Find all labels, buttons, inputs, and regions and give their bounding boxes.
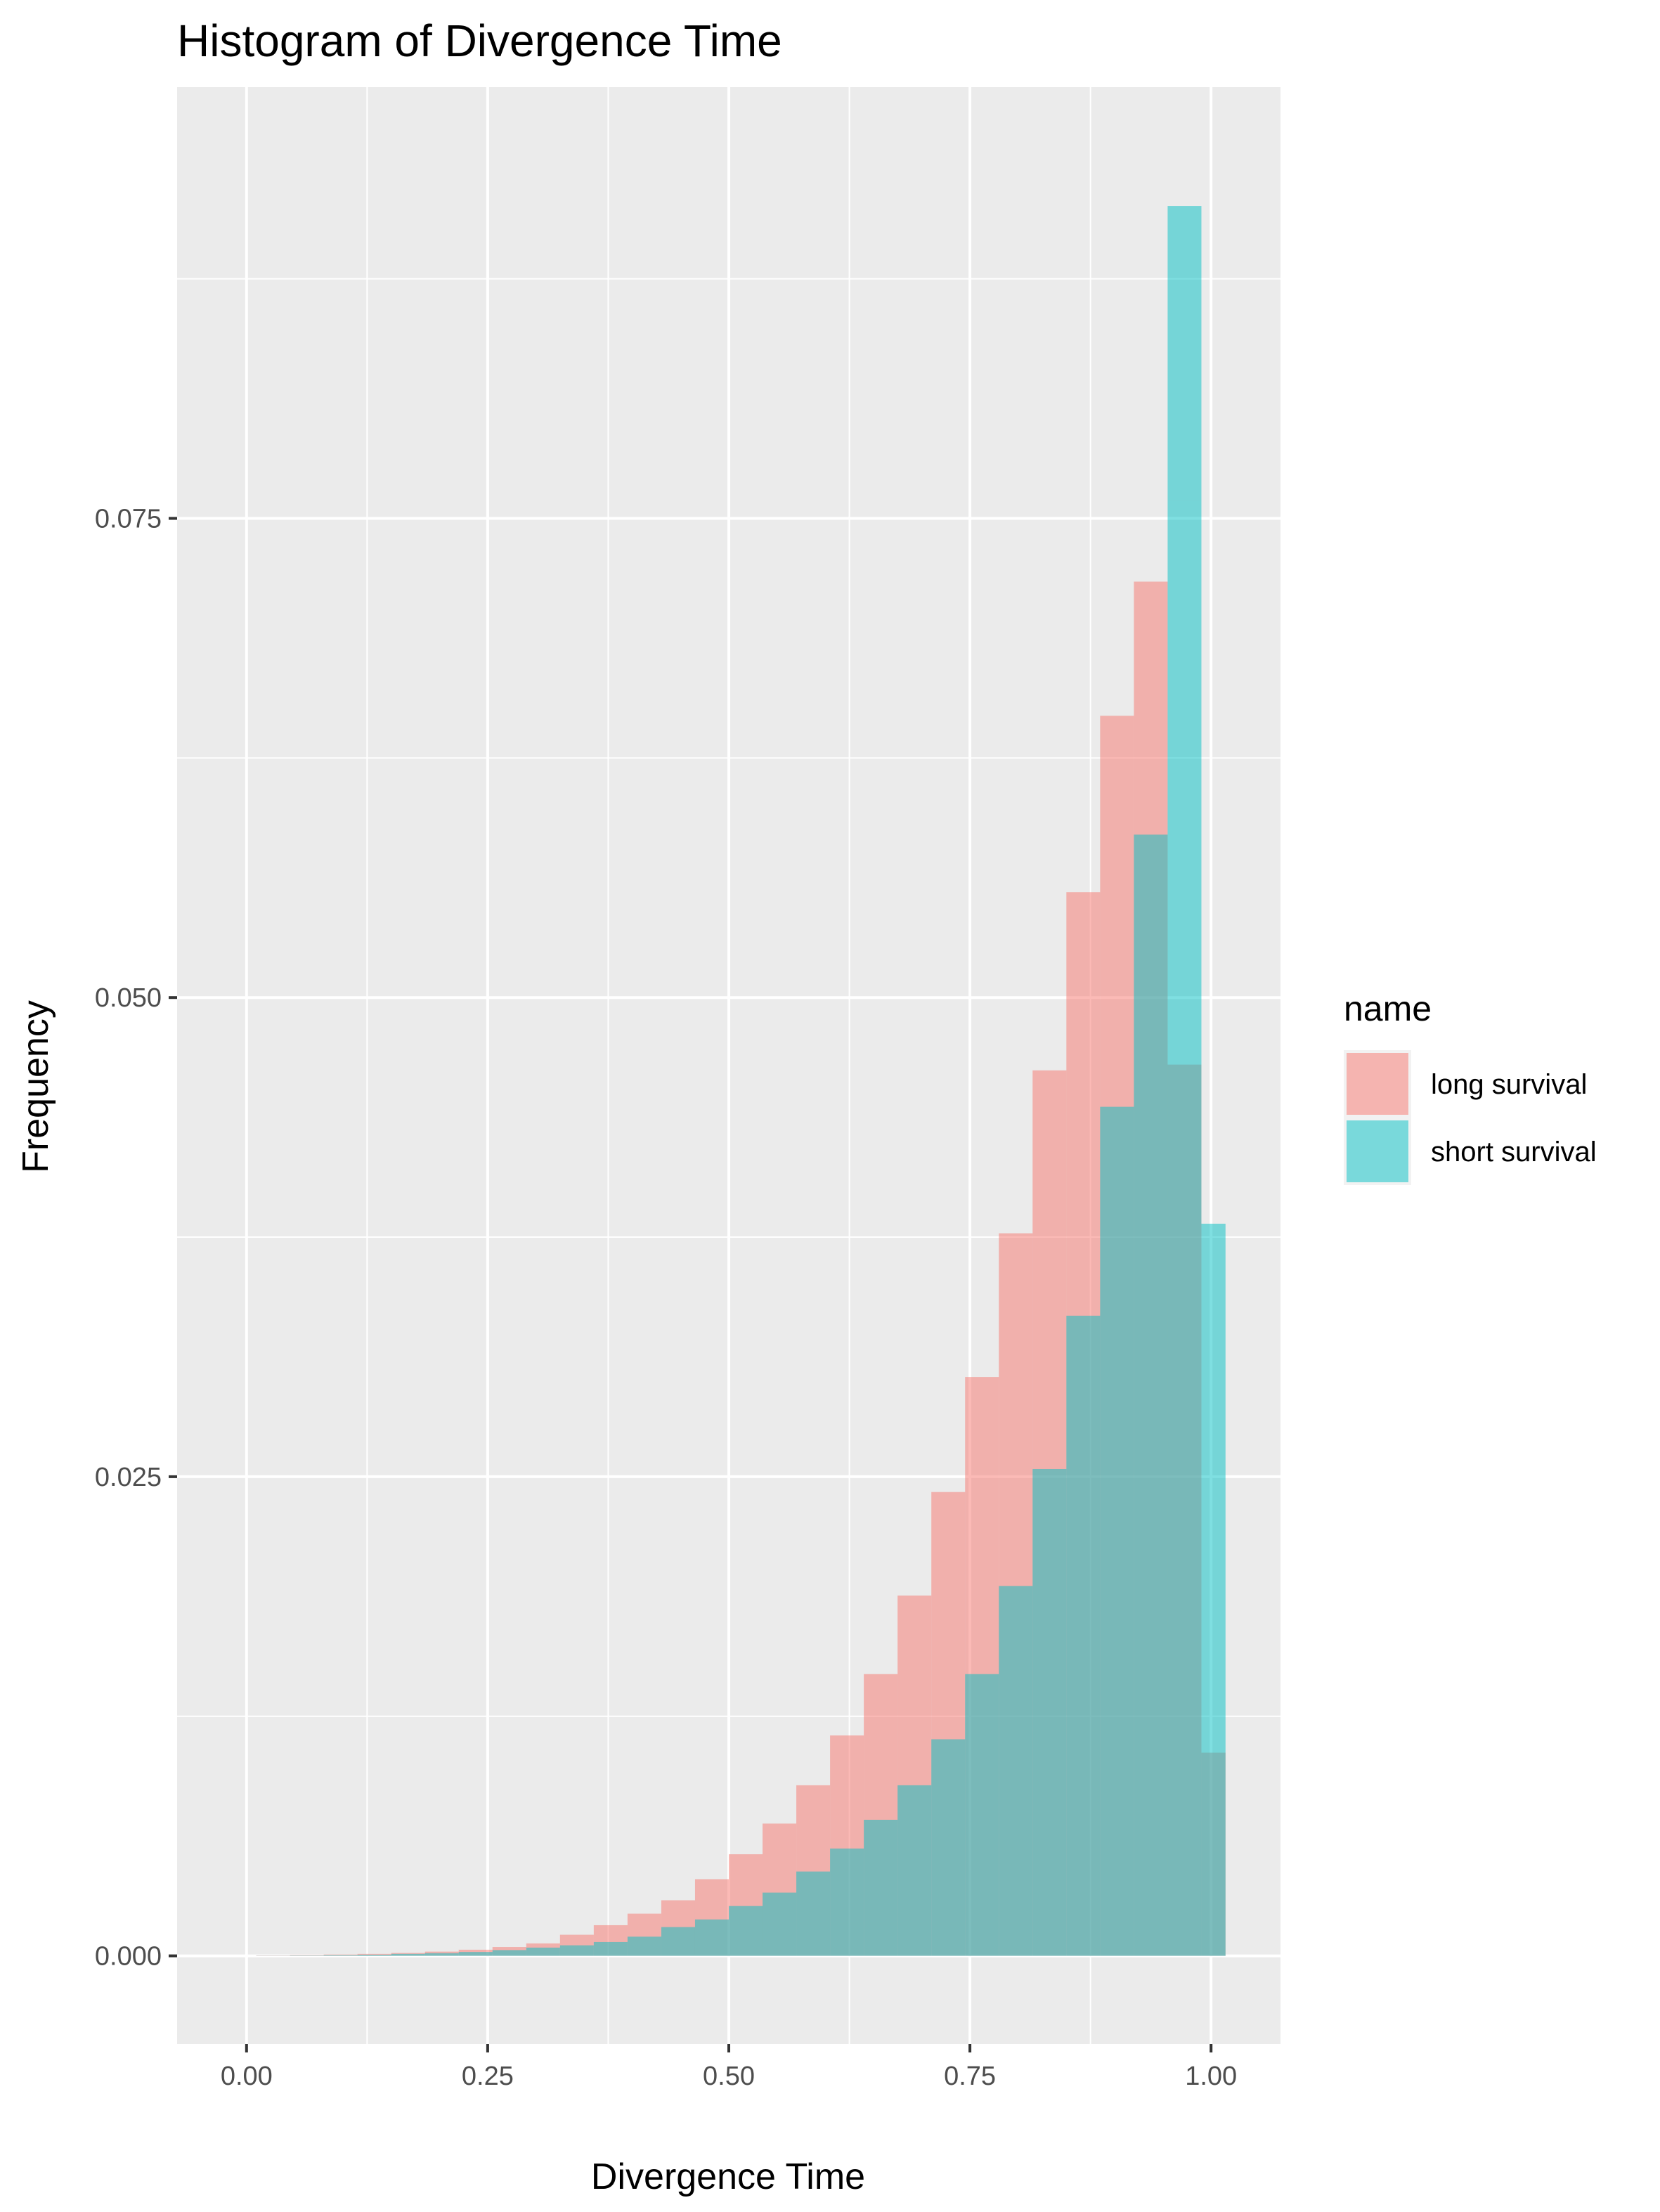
y-tick-label: 0.000 — [95, 1942, 162, 1972]
bar-short-survival — [796, 1871, 831, 1956]
bar-short-survival — [1066, 1315, 1101, 1956]
bar-short-survival — [593, 1941, 628, 1956]
y-axis-title: Frequency — [15, 1000, 56, 1173]
legend-swatch — [1347, 1120, 1408, 1182]
bar-short-survival — [424, 1953, 459, 1956]
bar-short-survival — [526, 1947, 560, 1956]
bar-short-survival — [763, 1892, 797, 1956]
legend-swatch — [1347, 1053, 1408, 1115]
x-tick-label: 0.25 — [462, 2062, 514, 2091]
histogram-bars — [256, 206, 1226, 1956]
y-tick-label: 0.025 — [95, 1463, 162, 1492]
bar-short-survival — [830, 1848, 864, 1956]
series-short-survival — [256, 500, 1226, 1956]
x-tick-label: 1.00 — [1185, 2062, 1237, 2091]
bar-short-survival — [1032, 1468, 1067, 1956]
legend: name long survival short survival — [1344, 989, 1597, 1185]
bar-short-survival — [1134, 834, 1168, 1956]
bar-short-survival — [729, 1906, 763, 1956]
bar-short-survival — [391, 1953, 425, 1956]
bar-short-survival — [357, 1954, 391, 1956]
legend-title: name — [1344, 989, 1432, 1028]
bar-short-survival — [864, 1819, 898, 1956]
bar-short-survival — [1167, 500, 1202, 1956]
x-tick-label: 0.50 — [703, 2062, 755, 2091]
bar-short-survival — [627, 1936, 661, 1956]
bar-short-survival — [694, 1919, 729, 1956]
bar-short-survival — [1100, 1106, 1134, 1956]
bar-short-survival — [1201, 1223, 1226, 1956]
bar-short-survival — [458, 1952, 493, 1956]
bar-short-survival — [931, 1739, 966, 1956]
x-tick-label: 0.75 — [944, 2062, 996, 2091]
x-tick-label: 0.00 — [221, 2062, 273, 2091]
y-tick-label: 0.075 — [95, 505, 162, 534]
bar-short-survival — [661, 1927, 695, 1956]
y-axis: 0.000 0.025 0.050 0.075 — [95, 505, 177, 1972]
bar-short-survival — [999, 1586, 1033, 1956]
legend-label: short survival — [1431, 1137, 1597, 1168]
x-axis-title: Divergence Time — [591, 2156, 865, 2197]
legend-label: long survival — [1431, 1069, 1587, 1100]
bar-short-survival — [290, 1955, 324, 1956]
bar-short-survival-peak — [1167, 206, 1202, 501]
chart-title: Histogram of Divergence Time — [177, 15, 782, 66]
bar-short-survival — [965, 1674, 999, 1956]
bar-short-survival — [492, 1950, 526, 1956]
bar-short-survival — [897, 1785, 932, 1956]
y-tick-label: 0.050 — [95, 983, 162, 1013]
x-axis: 0.00 0.25 0.50 0.75 1.00 — [221, 2044, 1237, 2091]
bar-short-survival — [559, 1945, 594, 1956]
